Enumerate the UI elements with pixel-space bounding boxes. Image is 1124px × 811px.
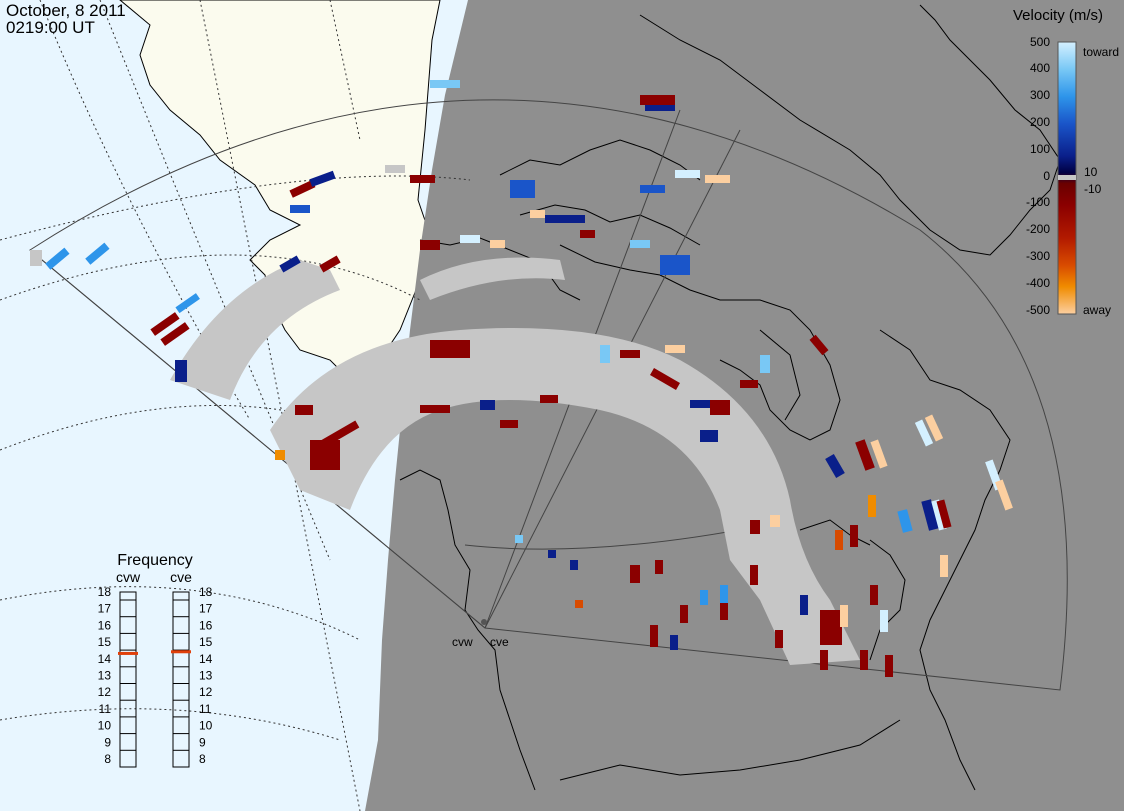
velocity-tick: 0 <box>1043 169 1050 183</box>
frequency-tick: 15 <box>199 635 213 649</box>
frequency-tick: 8 <box>104 752 111 766</box>
frequency-tick: 11 <box>199 702 212 716</box>
velocity-tick: -100 <box>1026 195 1050 209</box>
velocity-tick: 500 <box>1030 35 1050 49</box>
radar-site-marker <box>481 619 487 625</box>
frequency-cve-label: cve <box>170 569 192 585</box>
frequency-title: Frequency <box>117 552 193 569</box>
frequency-tick: 18 <box>199 585 213 599</box>
frequency-tick: 18 <box>98 585 112 599</box>
time-label: 0219:00 UT <box>6 18 95 37</box>
frequency-tick: 10 <box>98 719 112 733</box>
frequency-tick: 17 <box>199 602 213 616</box>
frequency-tick: 11 <box>99 702 112 716</box>
velocity-scale-title: Velocity (m/s) <box>1013 7 1103 24</box>
frequency-panel: Frequency cvw cve 1817161514131211109818… <box>98 552 213 768</box>
velocity-toward-label: toward <box>1083 45 1119 59</box>
radar-label-cvw: cvw <box>452 635 473 649</box>
frequency-tick: 9 <box>104 735 111 749</box>
velocity-tick: 200 <box>1030 115 1050 129</box>
frequency-tick: 8 <box>199 752 206 766</box>
frequency-marker-cvw <box>118 651 138 655</box>
velocity-tick: -300 <box>1026 249 1050 263</box>
frequency-tick: 13 <box>98 669 112 683</box>
velocity-near-zero-pos: 10 <box>1084 165 1098 179</box>
velocity-tick: -200 <box>1026 222 1050 236</box>
frequency-tick: 17 <box>98 602 112 616</box>
frequency-tick: 9 <box>199 735 206 749</box>
frequency-marker-cve <box>171 650 191 654</box>
velocity-tick: 100 <box>1030 142 1050 156</box>
frequency-tick: 16 <box>199 618 213 632</box>
frequency-tick: 14 <box>199 652 213 666</box>
velocity-near-zero-neg: -10 <box>1084 182 1102 196</box>
frequency-tick: 10 <box>199 719 213 733</box>
frequency-tick: 15 <box>98 635 112 649</box>
velocity-away-label: away <box>1083 303 1111 317</box>
velocity-tick: -400 <box>1026 276 1050 290</box>
frequency-tick: 14 <box>98 652 112 666</box>
frequency-tick: 16 <box>98 618 112 632</box>
velocity-tick: 300 <box>1030 88 1050 102</box>
frequency-tick: 12 <box>199 685 213 699</box>
night-region <box>365 0 1124 811</box>
frequency-gauges: 18 17 16 15 14 13 12 11 10 9 8 18 17 16 15 14 13 12 11 10 9 8 <box>98 585 213 768</box>
frequency-cvw-label: cvw <box>116 569 141 585</box>
velocity-echoes <box>30 80 1013 677</box>
velocity-zero-band <box>1058 175 1076 180</box>
coastlines <box>399 4 1061 791</box>
frequency-tick: 12 <box>98 685 112 699</box>
frequency-tick: 13 <box>199 669 213 683</box>
velocity-tick: -500 <box>1026 303 1050 317</box>
radar-label-cve: cve <box>490 635 509 649</box>
date-label: October, 8 2011 <box>6 1 126 20</box>
velocity-tick: 400 <box>1030 61 1050 75</box>
velocity-colorbar: Velocity (m/s) 500 400 300 200 100 0 -10… <box>1013 7 1119 317</box>
velocity-ticks: 500 400 300 200 100 0 -100 -200 -300 -40… <box>1026 35 1119 317</box>
radar-sites: cvw cve <box>452 619 509 649</box>
